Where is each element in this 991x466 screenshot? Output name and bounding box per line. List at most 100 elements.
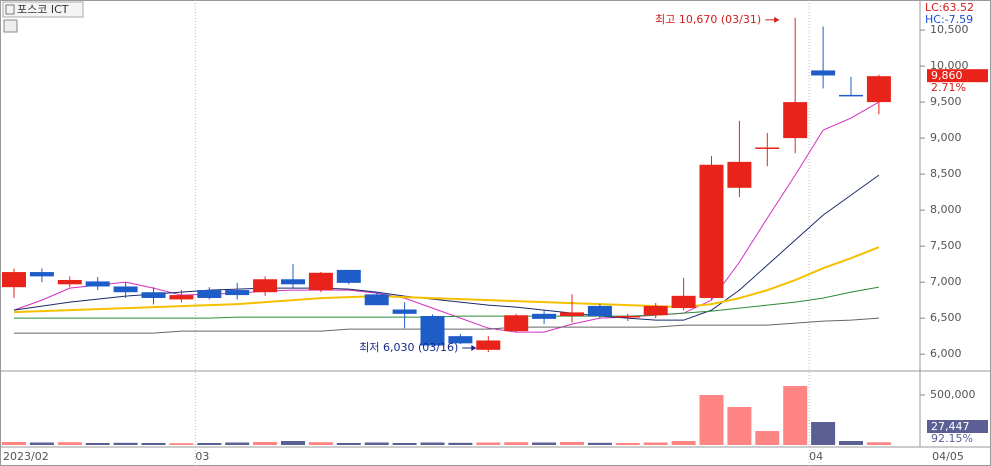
volume-bar xyxy=(197,443,222,445)
y-tick-label: 8,000 xyxy=(930,203,962,216)
volume-bar xyxy=(866,442,891,445)
candle-body xyxy=(57,279,82,285)
candle-body xyxy=(560,312,584,316)
volume-bar xyxy=(2,442,26,445)
y-tick-label: 6,500 xyxy=(930,311,962,324)
candle-body xyxy=(866,76,891,103)
y-tick-label: 7,000 xyxy=(930,275,962,288)
candle-body xyxy=(783,102,808,139)
volume-bar xyxy=(281,441,305,445)
volume-bar xyxy=(532,442,557,445)
candle-body xyxy=(643,305,668,316)
candle-body xyxy=(253,279,278,293)
y-tick-label: 10,500 xyxy=(930,23,969,36)
volume-bar xyxy=(560,442,584,445)
volume-bar xyxy=(336,443,361,445)
volume-bar xyxy=(755,431,780,445)
volume-bar xyxy=(448,442,473,445)
volume-bar xyxy=(699,395,724,445)
candle-body xyxy=(364,294,389,306)
candle-body xyxy=(308,272,333,291)
volume-bar xyxy=(29,442,54,445)
candle-body xyxy=(29,272,54,277)
candle-body xyxy=(587,305,612,316)
candle-body xyxy=(532,313,557,319)
hc-label: HC:-7.59 xyxy=(925,13,973,26)
volume-bar xyxy=(587,442,612,445)
candle-body xyxy=(392,309,417,314)
candle-body xyxy=(113,286,138,293)
volume-bar xyxy=(308,442,333,445)
annotation-arrowhead xyxy=(471,344,477,351)
volume-bar xyxy=(671,441,696,445)
annotation-arrowhead xyxy=(774,16,780,23)
tab-icon xyxy=(5,4,15,15)
moving-average xyxy=(14,286,879,319)
x-end-label: 04/05 xyxy=(932,450,964,463)
volume-bar xyxy=(57,442,82,445)
candle-body xyxy=(727,161,752,188)
candle-body xyxy=(755,147,780,149)
high-annotation: 최고 10,670 (03/31) xyxy=(655,13,761,26)
lc-label: LC:63.52 xyxy=(925,1,974,14)
volume-bar xyxy=(141,443,166,445)
volume-bar xyxy=(364,442,389,445)
x-tick-label: 03 xyxy=(195,450,209,463)
volume-bar xyxy=(253,442,278,445)
volume-bar xyxy=(392,443,417,445)
candle-body xyxy=(811,70,836,76)
table-button[interactable] xyxy=(3,19,18,33)
y-tick-label: 10,000 xyxy=(930,59,969,72)
candle-body xyxy=(448,336,473,344)
candle-body xyxy=(225,290,250,296)
y-tick-label: 8,500 xyxy=(930,167,962,180)
volume-change-label: 92.15% xyxy=(931,432,973,445)
moving-average xyxy=(13,101,880,333)
chart-title: 포스코 ICT xyxy=(17,3,69,16)
last-volume-box xyxy=(927,420,988,433)
candle-body xyxy=(197,290,222,298)
candle-body xyxy=(169,295,194,300)
x-tick-label: 2023/02 xyxy=(3,450,49,463)
title-tab[interactable] xyxy=(2,1,84,18)
candle-body xyxy=(420,315,445,346)
candle-body xyxy=(476,340,501,350)
volume-bar xyxy=(783,386,808,445)
candle-body xyxy=(699,164,724,298)
volume-bar xyxy=(727,407,752,445)
volume-bar xyxy=(811,422,836,445)
volume-bar xyxy=(225,442,250,445)
candle-body xyxy=(2,272,26,288)
moving-average xyxy=(14,317,879,334)
candle-body xyxy=(336,269,361,283)
candle-body xyxy=(281,279,305,285)
y-tick-label: 9,500 xyxy=(930,95,962,108)
candle-body xyxy=(839,94,863,97)
y-tick-label: 6,000 xyxy=(930,347,962,360)
moving-average xyxy=(13,246,880,314)
volume-bar xyxy=(85,443,110,445)
last-price-label: 9,860 xyxy=(931,69,963,82)
low-annotation: 최저 6,030 (03/16) xyxy=(359,341,458,354)
volume-bar xyxy=(169,443,194,445)
volume-bar xyxy=(476,442,501,445)
last-volume-label: 27,447 xyxy=(931,420,970,433)
y-tick-label: 7,500 xyxy=(930,239,962,252)
x-tick-label: 04 xyxy=(809,450,823,463)
volume-bar xyxy=(839,441,863,445)
volume-bar xyxy=(615,443,640,445)
volume-bar xyxy=(643,442,668,445)
volume-bar xyxy=(113,442,138,445)
change-pct-label: 2.71% xyxy=(931,81,966,94)
volume-bar xyxy=(420,442,445,445)
volume-tick-label: 500,000 xyxy=(930,388,976,401)
volume-bar xyxy=(504,442,529,445)
y-tick-label: 9,000 xyxy=(930,131,962,144)
candle-body xyxy=(671,295,696,309)
candle-body xyxy=(504,315,529,332)
candle-body xyxy=(141,292,166,298)
candle-body xyxy=(615,315,640,318)
last-price-box xyxy=(927,69,988,83)
